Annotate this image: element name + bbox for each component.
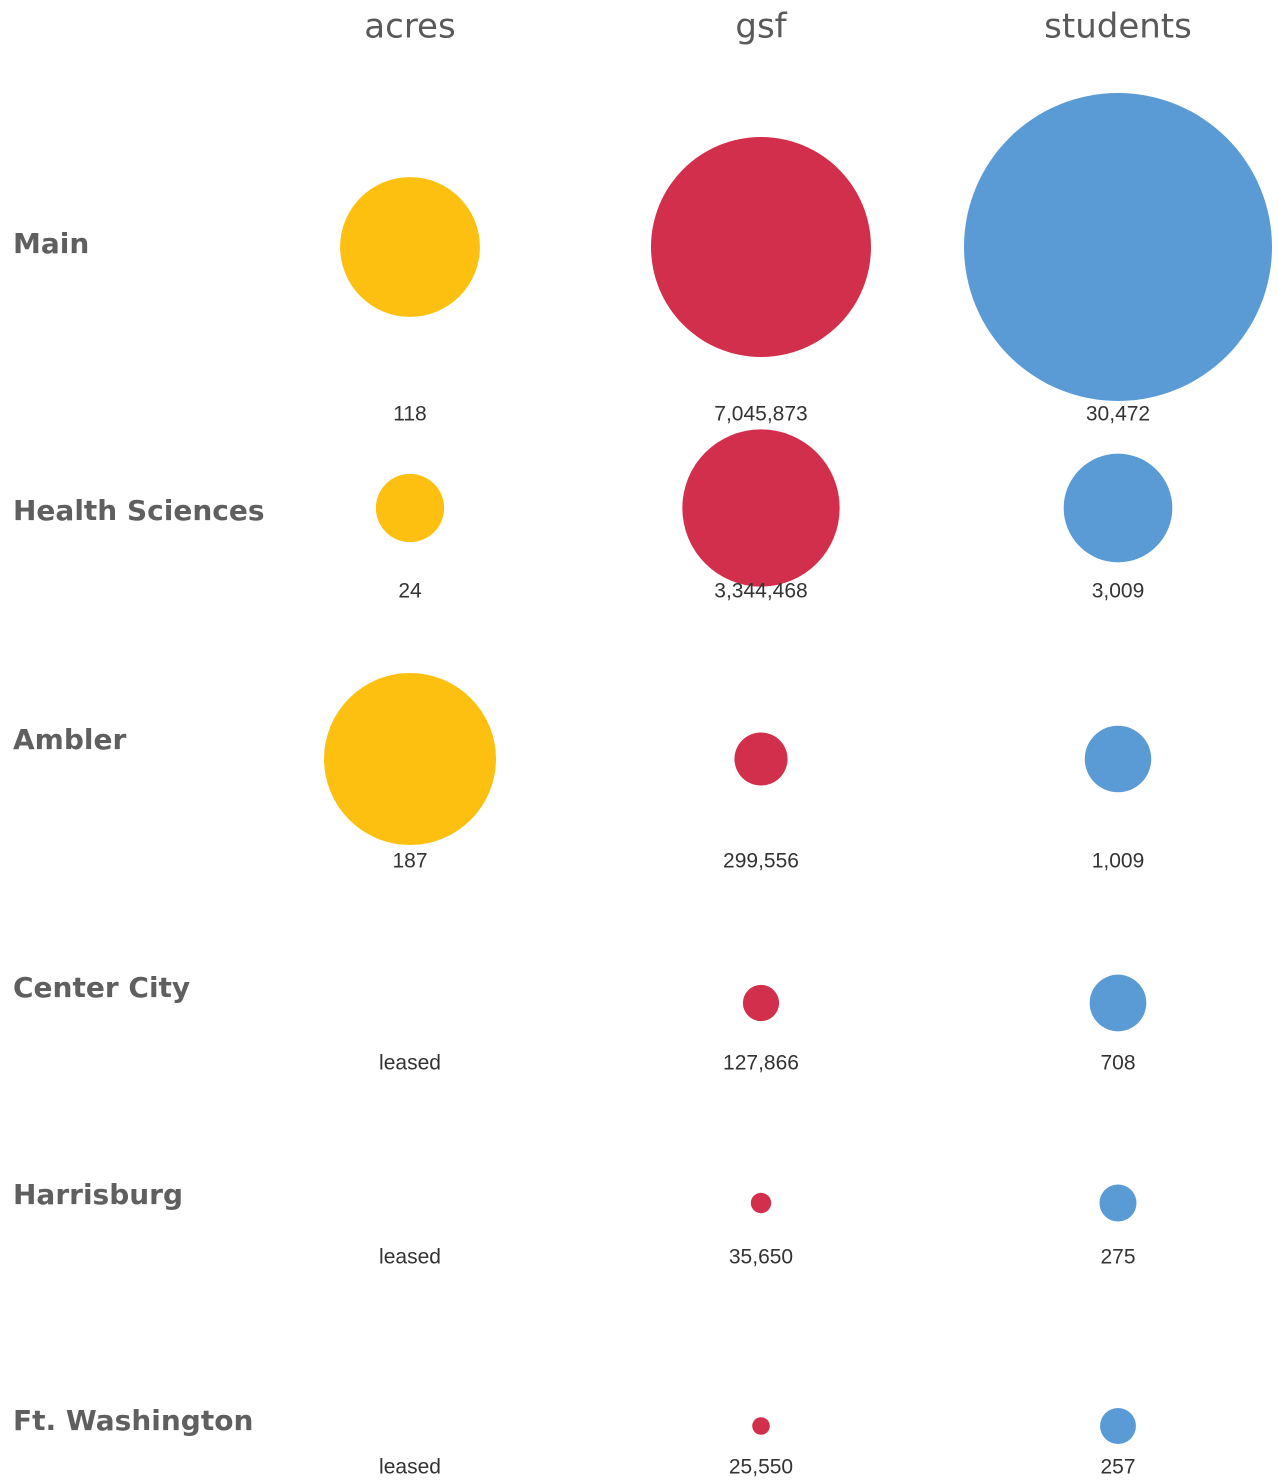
category-label: Main bbox=[13, 227, 89, 260]
bubble bbox=[1084, 725, 1152, 793]
bubble bbox=[752, 1417, 770, 1435]
bubble bbox=[1089, 974, 1147, 1032]
value-label: leased bbox=[379, 1246, 441, 1269]
bubble bbox=[742, 984, 780, 1022]
value-label: 24 bbox=[398, 580, 422, 603]
value-label: 1,009 bbox=[1092, 850, 1145, 873]
value-label: 708 bbox=[1100, 1052, 1135, 1075]
bubble bbox=[324, 673, 496, 845]
category-label: Health Sciences bbox=[13, 494, 265, 527]
bubble bbox=[734, 732, 788, 786]
value-label: 25,550 bbox=[729, 1456, 793, 1479]
bubble bbox=[651, 137, 871, 357]
bubble bbox=[964, 93, 1272, 401]
bubble bbox=[340, 177, 480, 317]
value-label: leased bbox=[379, 1456, 441, 1479]
value-label: 127,866 bbox=[723, 1052, 799, 1075]
value-label: 35,650 bbox=[729, 1246, 793, 1269]
column-header: students bbox=[1044, 7, 1192, 47]
column-header: gsf bbox=[735, 7, 787, 47]
bubble bbox=[1063, 453, 1173, 563]
category-label: Ambler bbox=[13, 723, 126, 756]
category-label: Harrisburg bbox=[13, 1178, 183, 1211]
value-label: 30,472 bbox=[1086, 403, 1150, 426]
value-label: 257 bbox=[1100, 1456, 1135, 1479]
bubble bbox=[1100, 1408, 1136, 1444]
value-label: 118 bbox=[393, 403, 426, 426]
value-label: 187 bbox=[392, 850, 427, 873]
bubble bbox=[750, 1192, 772, 1214]
value-label: 3,009 bbox=[1092, 580, 1145, 603]
bubble bbox=[1099, 1184, 1137, 1222]
category-label: Center City bbox=[13, 971, 190, 1004]
value-label: 7,045,873 bbox=[714, 403, 807, 426]
bubble bbox=[375, 473, 445, 543]
bubble bbox=[682, 429, 840, 587]
value-label: 275 bbox=[1100, 1246, 1135, 1269]
value-label: 3,344,468 bbox=[714, 580, 807, 603]
category-label: Ft. Washington bbox=[13, 1404, 253, 1437]
value-label: 299,556 bbox=[723, 850, 799, 873]
column-header: acres bbox=[364, 7, 455, 47]
value-label: leased bbox=[379, 1052, 441, 1075]
